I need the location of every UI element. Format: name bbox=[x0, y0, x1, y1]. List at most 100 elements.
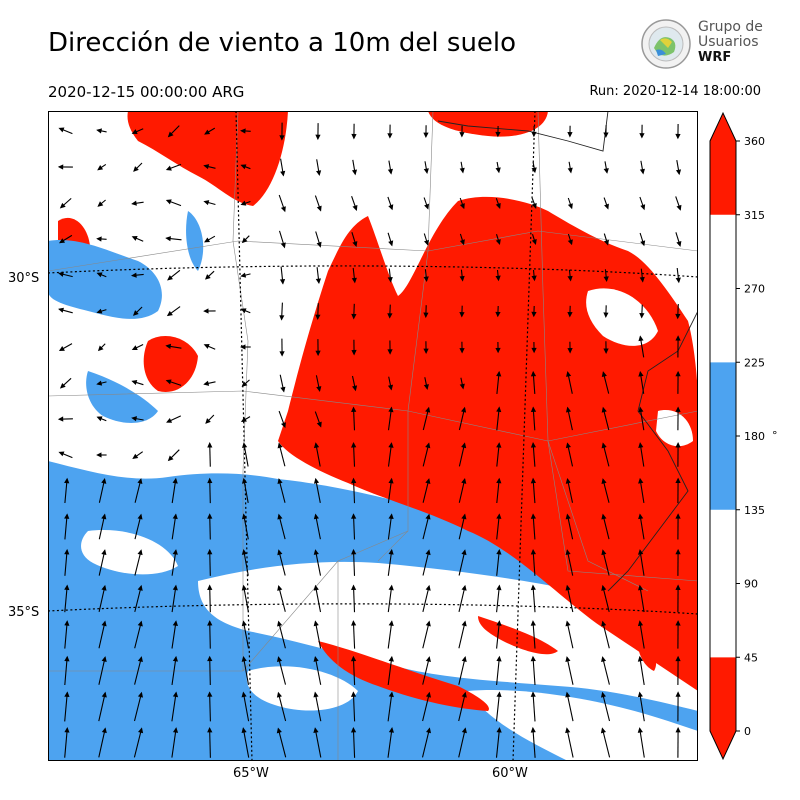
wind-arrow-head bbox=[133, 166, 139, 172]
wind-arrow-head bbox=[352, 205, 358, 212]
wind-arrow-head bbox=[675, 584, 681, 590]
wind-arrow-shaft bbox=[134, 657, 142, 685]
wind-arrow-head bbox=[425, 513, 431, 520]
wind-arrow-shaft bbox=[566, 585, 574, 613]
wind-arrow-head bbox=[495, 167, 501, 174]
wind-arrow-head bbox=[565, 727, 571, 734]
wind-arrow-head bbox=[172, 620, 178, 626]
wind-arrow-head bbox=[675, 277, 681, 284]
wind-arrow-shaft bbox=[387, 621, 393, 649]
wind-arrow-head bbox=[172, 477, 178, 484]
wind-arrow-head bbox=[388, 691, 394, 698]
wind-arrow-head bbox=[603, 312, 609, 318]
wind-arrow-head bbox=[459, 203, 465, 210]
colorbar-tick-label-90: 90 bbox=[744, 578, 758, 591]
wind-arrow-head bbox=[567, 239, 573, 246]
wind-arrow-shaft bbox=[421, 728, 431, 758]
wind-arrow-head bbox=[207, 726, 213, 733]
wind-arrow-head bbox=[459, 312, 465, 318]
wind-arrow-head bbox=[279, 351, 285, 357]
wind-arrow-head bbox=[424, 203, 430, 210]
wind-arrow-head bbox=[461, 584, 467, 591]
colorbar-band-1 bbox=[710, 509, 736, 658]
wind-arrow-head bbox=[675, 726, 681, 733]
wind-arrow-head bbox=[387, 313, 393, 319]
wind-arrow-head bbox=[58, 238, 66, 244]
colorbar-tick-label-45: 45 bbox=[744, 651, 758, 664]
wind-arrow-head bbox=[352, 385, 358, 392]
wind-arrow-head bbox=[240, 344, 246, 350]
wind-arrow-shaft bbox=[387, 728, 393, 758]
wind-arrow-shaft bbox=[639, 514, 645, 540]
wind-arrow-head bbox=[277, 478, 283, 484]
wind-arrow-head bbox=[280, 422, 286, 429]
wind-arrow-shaft bbox=[277, 692, 287, 722]
wind-arrow-shaft bbox=[352, 728, 356, 758]
blue-patch-northwest-2 bbox=[186, 211, 204, 271]
wind-arrow-head bbox=[101, 727, 107, 734]
wind-arrow-shaft bbox=[602, 514, 610, 540]
wind-arrow-shaft bbox=[171, 728, 177, 758]
grupo-usuarios-wrf-logo: Grupo de Usuarios WRF bbox=[640, 18, 770, 70]
wind-arrow-head bbox=[496, 620, 502, 626]
wind-arrow-head bbox=[496, 548, 502, 555]
wind-arrow-shaft bbox=[532, 656, 536, 686]
wind-arrow-head bbox=[241, 727, 247, 733]
wind-arrow-shaft bbox=[458, 692, 466, 722]
wind-arrow-head bbox=[165, 165, 172, 171]
wind-arrow-head bbox=[565, 442, 571, 449]
wind-arrow-head bbox=[567, 167, 573, 174]
wind-arrow-head bbox=[496, 655, 502, 662]
wind-arrow-head bbox=[461, 406, 467, 413]
lon-label-65w: 65°W bbox=[233, 766, 269, 781]
wind-arrow-head bbox=[131, 236, 138, 241]
wind-arrow-head bbox=[57, 164, 64, 170]
wind-arrow-head bbox=[531, 238, 537, 246]
wind-arrow-shaft bbox=[601, 728, 611, 758]
country-border-east bbox=[607, 310, 698, 592]
wind-arrow-head bbox=[530, 726, 536, 733]
wind-arrow-head bbox=[639, 133, 645, 139]
wind-arrow-head bbox=[97, 165, 104, 171]
wind-arrow-head bbox=[205, 418, 211, 424]
wind-arrow-head bbox=[167, 275, 173, 281]
wind-arrow-head bbox=[241, 584, 247, 591]
wind-arrow-head bbox=[57, 416, 64, 422]
wind-arrow-head bbox=[387, 384, 394, 391]
wind-arrow-head bbox=[567, 312, 573, 318]
province-boundaries bbox=[48, 111, 698, 761]
wind-arrow-shaft bbox=[314, 728, 322, 758]
wind-arrow-head bbox=[638, 370, 644, 377]
wind-arrow-head bbox=[64, 620, 70, 626]
wind-arrow-head bbox=[131, 129, 138, 134]
wind-arrow-shaft bbox=[352, 692, 356, 722]
wind-arrow-head bbox=[603, 348, 609, 354]
wind-arrow-shaft bbox=[352, 621, 356, 649]
parallel-35s bbox=[48, 603, 698, 615]
wind-arrow-head bbox=[388, 655, 394, 662]
red-patch-north-1 bbox=[127, 111, 289, 206]
wind-arrow-shaft bbox=[496, 550, 500, 576]
wind-arrow-shaft bbox=[496, 656, 500, 686]
wind-arrow-head bbox=[676, 241, 682, 247]
wind-arrow-head bbox=[388, 620, 394, 626]
colorbar-extend-bottom bbox=[710, 731, 736, 759]
wind-arrow-head bbox=[603, 132, 609, 138]
wind-arrow-head bbox=[315, 350, 321, 357]
wind-arrow-shaft bbox=[532, 692, 536, 722]
wind-arrow-head bbox=[638, 406, 644, 413]
wind-arrow-head bbox=[387, 276, 393, 283]
wind-arrow-head bbox=[167, 455, 174, 462]
wind-arrow-head bbox=[241, 655, 247, 662]
wind-arrow-head bbox=[675, 655, 681, 662]
wind-arrow-shaft bbox=[496, 514, 500, 540]
wind-arrow-shaft bbox=[496, 621, 500, 649]
colorbar-tick-label-360: 360 bbox=[744, 135, 765, 148]
wind-arrow-head bbox=[496, 727, 502, 733]
wind-arrow-head bbox=[240, 416, 247, 423]
wind-arrow-head bbox=[601, 656, 607, 663]
wind-arrow-head bbox=[316, 386, 322, 392]
wind-arrow-head bbox=[531, 167, 537, 174]
wind-arrow-head bbox=[207, 655, 213, 662]
wind-arrow-head bbox=[531, 275, 537, 282]
